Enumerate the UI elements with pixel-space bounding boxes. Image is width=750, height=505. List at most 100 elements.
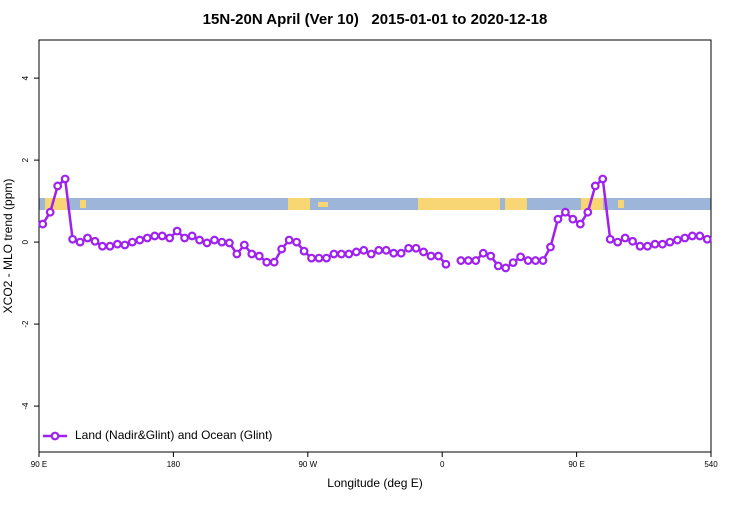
point [254, 251, 264, 261]
point [277, 244, 287, 254]
point [613, 237, 623, 247]
point [501, 263, 511, 273]
point [98, 241, 107, 251]
point [419, 247, 428, 257]
legend-label: Land (Nadir&Glint) and Ocean (Glint) [75, 428, 272, 442]
point [553, 214, 563, 224]
point [83, 233, 92, 243]
point [620, 233, 630, 243]
point [531, 256, 540, 265]
point [568, 214, 578, 224]
point [665, 237, 675, 247]
point [583, 207, 593, 217]
point [105, 241, 115, 251]
point [75, 237, 85, 247]
point [157, 231, 167, 241]
chart-title: 15N-20N April (Ver 10) 2015-01-01 to 202… [203, 11, 548, 28]
point [68, 234, 77, 244]
point [635, 241, 645, 251]
point [508, 258, 518, 268]
point [135, 235, 145, 245]
point [404, 243, 414, 253]
point [538, 256, 548, 265]
point [60, 174, 70, 184]
point [224, 238, 234, 248]
point [262, 257, 272, 267]
point [292, 237, 302, 247]
point [329, 249, 339, 259]
point [374, 245, 384, 255]
point [441, 259, 451, 269]
y-tick-label: 4 [21, 75, 30, 80]
point [546, 242, 555, 252]
point [165, 233, 175, 243]
point [411, 243, 421, 253]
x-tick-label: 90 E [568, 460, 584, 469]
x-tick-label: 180 [167, 460, 181, 469]
point [187, 231, 197, 241]
point [434, 251, 443, 261]
point [195, 235, 204, 245]
x-tick-label: 90 W [298, 460, 317, 469]
point [426, 251, 436, 261]
point [695, 231, 705, 241]
point [299, 246, 309, 256]
point [381, 245, 391, 255]
point [493, 261, 503, 271]
y-axis-label: XCO2 - MLO trend (ppm) [1, 179, 15, 314]
point [486, 251, 496, 261]
point [673, 235, 682, 245]
point [307, 253, 316, 263]
point [232, 249, 242, 259]
point [269, 257, 279, 267]
x-tick-label: 0 [440, 460, 445, 469]
point [150, 231, 160, 241]
point [463, 256, 473, 265]
point [575, 219, 585, 229]
point [598, 174, 608, 184]
point [702, 234, 712, 244]
point [239, 240, 249, 250]
point [366, 249, 376, 259]
point [516, 252, 525, 262]
y-tick-label: -2 [21, 320, 30, 328]
point [314, 253, 324, 263]
point [471, 256, 481, 265]
point [658, 239, 667, 249]
y-tick-label: 2 [21, 157, 30, 162]
point [90, 236, 100, 246]
point [680, 233, 690, 243]
plot-frame [38, 39, 712, 453]
point [337, 249, 346, 259]
point [120, 240, 130, 250]
point [523, 256, 533, 265]
point [210, 235, 219, 245]
point [389, 248, 399, 258]
point [284, 235, 294, 245]
point [351, 247, 361, 257]
point [687, 231, 697, 241]
point [247, 249, 257, 259]
point [53, 181, 63, 191]
point [359, 245, 369, 255]
point [38, 219, 48, 229]
y-tick-label: -4 [21, 402, 30, 410]
point [456, 256, 466, 265]
point [590, 181, 600, 191]
point [217, 237, 227, 247]
x-tick-label: 540 [704, 460, 718, 469]
point [322, 253, 331, 263]
point [142, 233, 152, 243]
point [628, 236, 637, 246]
point [650, 239, 660, 249]
point [396, 248, 406, 258]
point [605, 234, 615, 244]
point [127, 237, 137, 247]
point [643, 241, 652, 251]
land-mask [39, 198, 711, 210]
y-tick-label: 0 [21, 239, 30, 244]
point [112, 239, 122, 249]
point [172, 226, 182, 236]
x-tick-label: 90 E [31, 460, 47, 469]
